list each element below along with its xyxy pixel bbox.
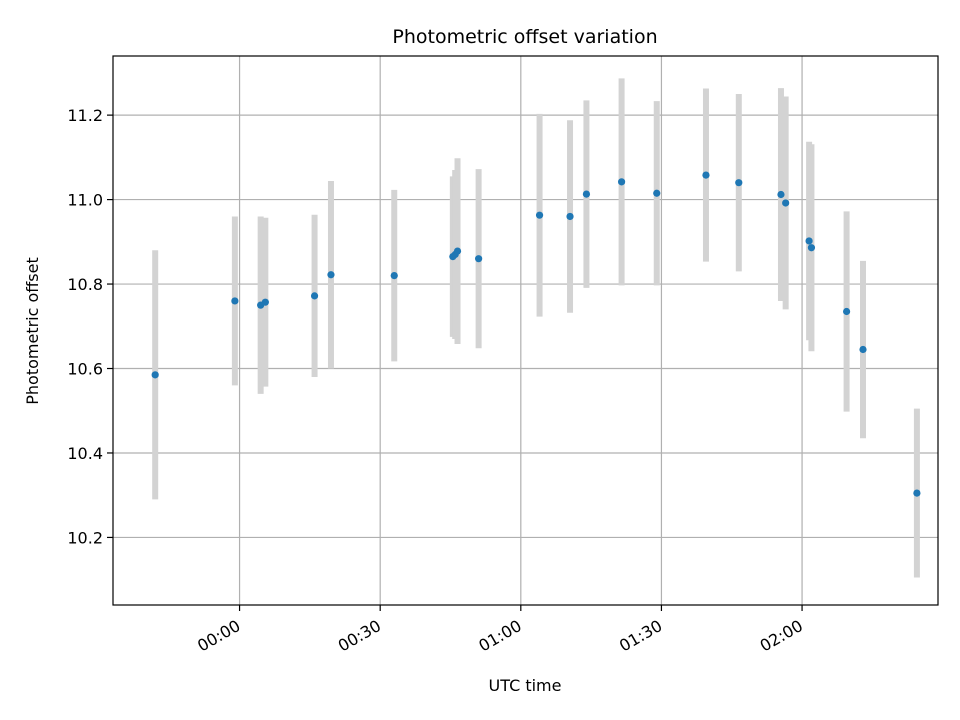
data-point bbox=[582, 190, 591, 198]
y-axis: 10.2 10.4 10.6 10.8 11.0 11.2 bbox=[67, 106, 113, 547]
data-point bbox=[390, 272, 398, 280]
grid bbox=[113, 56, 938, 605]
data-point bbox=[702, 171, 710, 179]
data-point bbox=[535, 211, 544, 219]
data-point bbox=[777, 190, 785, 199]
plot-frame bbox=[112, 55, 939, 606]
data-point bbox=[327, 271, 335, 279]
data-point bbox=[566, 212, 574, 221]
data-point bbox=[231, 297, 239, 305]
y-tick-label: 10.2 bbox=[67, 528, 103, 547]
data-point bbox=[782, 199, 790, 207]
y-tick-label: 11.0 bbox=[67, 191, 103, 210]
y-axis-label: Photometric offset bbox=[23, 257, 42, 405]
data-point bbox=[617, 178, 626, 186]
data-points bbox=[151, 171, 921, 497]
data-point bbox=[151, 371, 159, 379]
data-point bbox=[842, 307, 851, 316]
data-point bbox=[310, 292, 319, 300]
data-point bbox=[859, 345, 867, 354]
data-point bbox=[805, 237, 813, 245]
data-point bbox=[913, 489, 921, 497]
y-tick-label: 10.6 bbox=[67, 360, 103, 379]
y-tick-label: 10.8 bbox=[67, 275, 103, 294]
data-point bbox=[261, 298, 269, 306]
data-point bbox=[653, 189, 661, 197]
data-point bbox=[735, 179, 743, 187]
y-tick-label: 10.4 bbox=[67, 444, 103, 463]
y-tick-label: 11.2 bbox=[67, 106, 103, 125]
data-point bbox=[807, 244, 816, 252]
chart-title: Photometric offset variation bbox=[392, 26, 657, 48]
data-point bbox=[453, 247, 462, 255]
x-axis-label: UTC time bbox=[489, 676, 562, 695]
data-point bbox=[475, 255, 483, 263]
